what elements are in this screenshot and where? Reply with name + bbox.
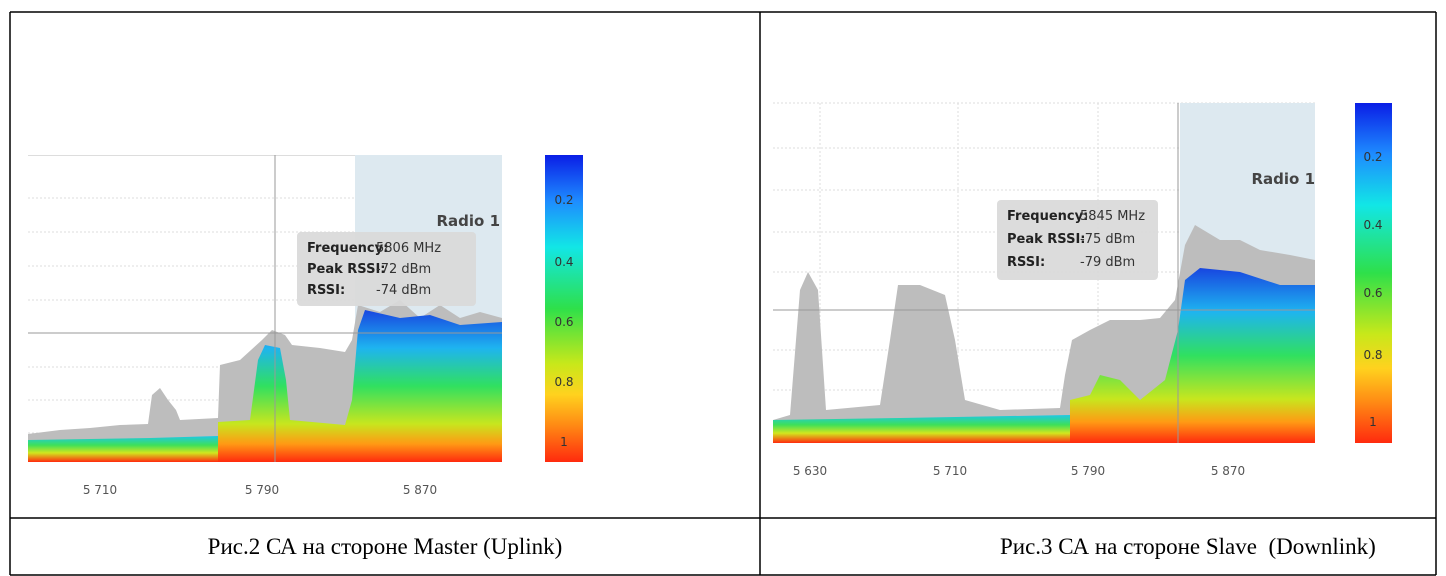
tooltip-key: Peak RSSI: [307,262,385,277]
colorbar-label: 0.2 [554,193,573,207]
x-tick-label: 5 710 [933,464,967,478]
table-border [9,11,1437,576]
tooltip [297,232,476,306]
caption: Рис.2 СА на стороне Master (Uplink) [208,534,563,559]
tooltip-key: RSSI: [1007,255,1045,270]
tooltip-value: -72 dBm [376,262,431,277]
tooltip-value: 5845 MHz [1080,209,1145,224]
tooltip-value: -79 dBm [1080,255,1135,270]
tooltip-key: RSSI: [307,283,345,298]
radio-label: Radio 1 [436,212,500,230]
x-tick-label: 5 710 [83,483,117,497]
x-tick-label: 5 790 [1071,464,1105,478]
tooltip-key: Frequency: [1007,209,1088,224]
tooltip [997,200,1158,280]
x-tick-label: 5 630 [793,464,827,478]
colorbar-label: 1 [1369,415,1377,429]
spectrum-right [773,102,1392,443]
x-tick-label: 5 790 [245,483,279,497]
tooltip-key: Peak RSSI: [1007,232,1085,247]
colorbar-label: 0.8 [1363,348,1382,362]
colorbar-label: 0.6 [1363,286,1382,300]
tooltip-key: Frequency: [307,241,388,256]
colorbar-label: 0.4 [1363,218,1382,232]
tooltip-value: -75 dBm [1080,232,1135,247]
tooltip-value: -74 dBm [376,283,431,298]
caption: Рис.3 СА на стороне Slave (Downlink) [1000,534,1376,559]
x-tick-label: 5 870 [1211,464,1245,478]
colorbar-label: 0.6 [554,315,573,329]
tooltip-value: 5806 MHz [376,241,441,256]
x-tick-label: 5 870 [403,483,437,497]
spectrum-left [28,155,583,462]
colorbar-label: 0.8 [554,375,573,389]
colorbar-label: 0.2 [1363,150,1382,164]
radio-label: Radio 1 [1251,170,1315,188]
colorbar-label: 0.4 [554,255,573,269]
colorbar-label: 1 [560,435,568,449]
